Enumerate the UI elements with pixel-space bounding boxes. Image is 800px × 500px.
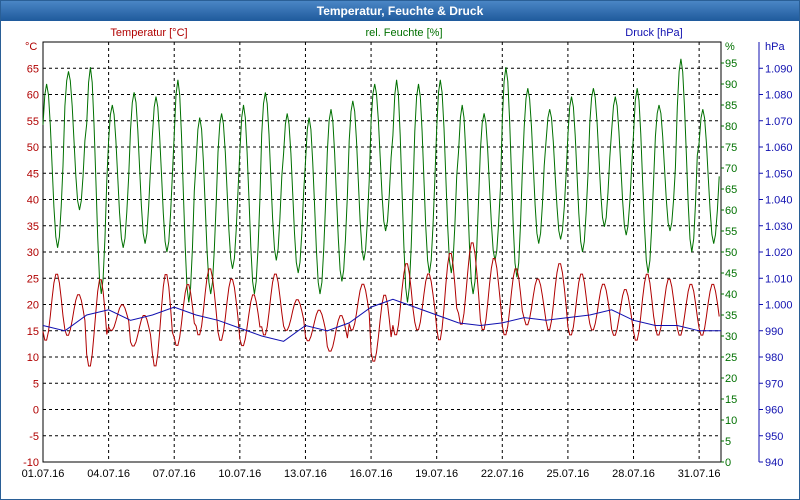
humidity-unit-label: % bbox=[725, 41, 735, 53]
pressure-tick-label: 970 bbox=[765, 378, 783, 390]
humidity-tick-label: 90 bbox=[725, 79, 737, 91]
temperature-tick-label: -10 bbox=[23, 457, 39, 469]
humidity-tick-label: 30 bbox=[725, 331, 737, 343]
temperature-tick-label: 35 bbox=[27, 221, 39, 233]
x-tick-label: 04.07.16 bbox=[87, 468, 130, 480]
x-tick-label: 16.07.16 bbox=[350, 468, 393, 480]
humidity-tick-label: 85 bbox=[725, 100, 737, 112]
temperature-tick-label: 0 bbox=[33, 405, 39, 417]
humidity-tick-label: 35 bbox=[725, 310, 737, 322]
humidity-series-line bbox=[42, 58, 720, 303]
pressure-tick-label: 1.010 bbox=[765, 273, 793, 285]
pressure-tick-label: 1.030 bbox=[765, 221, 793, 233]
humidity-tick-label: 5 bbox=[725, 436, 731, 448]
humidity-tick-label: 60 bbox=[725, 205, 737, 217]
pressure-tick-label: 1.000 bbox=[765, 300, 793, 312]
pressure-tick-label: 950 bbox=[765, 431, 783, 443]
pressure-tick-label: 1.070 bbox=[765, 116, 793, 128]
legend-humidity: rel. Feuchte [%] bbox=[365, 27, 442, 39]
x-tick-label: 28.07.16 bbox=[612, 468, 655, 480]
temperature-tick-label: -5 bbox=[29, 431, 39, 443]
temperature-tick-label: 25 bbox=[27, 273, 39, 285]
x-tick-label: 31.07.16 bbox=[678, 468, 721, 480]
x-tick-label: 13.07.16 bbox=[284, 468, 327, 480]
pressure-tick-label: 1.050 bbox=[765, 168, 793, 180]
pressure-tick-label: 990 bbox=[765, 326, 783, 338]
humidity-tick-label: 55 bbox=[725, 226, 737, 238]
temperature-unit-label: °C bbox=[25, 41, 37, 53]
humidity-tick-label: 75 bbox=[725, 142, 737, 154]
humidity-tick-label: 80 bbox=[725, 121, 737, 133]
temperature-tick-label: 5 bbox=[33, 378, 39, 390]
x-tick-label: 07.07.16 bbox=[153, 468, 196, 480]
pressure-unit-label: hPa bbox=[765, 41, 785, 53]
humidity-tick-label: 70 bbox=[725, 163, 737, 175]
temperature-tick-label: 40 bbox=[27, 195, 39, 207]
x-tick-label: 22.07.16 bbox=[481, 468, 524, 480]
x-tick-label: 19.07.16 bbox=[415, 468, 458, 480]
pressure-tick-label: 940 bbox=[765, 457, 783, 469]
temperature-tick-label: 15 bbox=[27, 326, 39, 338]
humidity-tick-label: 10 bbox=[725, 415, 737, 427]
chart-canvas: °C % hPa Temperatur [°C] rel. Feuchte [%… bbox=[22, 27, 793, 480]
humidity-tick-label: 45 bbox=[725, 268, 737, 280]
temperature-tick-label: 10 bbox=[27, 352, 39, 364]
axis-labels: °C % hPa Temperatur [°C] rel. Feuchte [%… bbox=[25, 27, 785, 53]
pressure-tick-label: 1.080 bbox=[765, 90, 793, 102]
pressure-series-line bbox=[42, 298, 721, 342]
x-tick-label: 25.07.16 bbox=[546, 468, 589, 480]
x-tick-label: 01.07.16 bbox=[22, 468, 65, 480]
pressure-tick-label: 1.090 bbox=[765, 63, 793, 75]
humidity-tick-label: 0 bbox=[725, 457, 731, 469]
temperature-tick-label: 30 bbox=[27, 247, 39, 259]
humidity-tick-label: 50 bbox=[725, 247, 737, 259]
legend-temperature: Temperatur [°C] bbox=[110, 27, 187, 39]
humidity-tick-label: 95 bbox=[725, 58, 737, 70]
pressure-tick-label: 960 bbox=[765, 405, 783, 417]
x-tick-label: 10.07.16 bbox=[218, 468, 261, 480]
window-title: Temperatur, Feuchte & Druck bbox=[1, 1, 799, 21]
humidity-tick-label: 40 bbox=[725, 289, 737, 301]
series-layer bbox=[42, 58, 721, 367]
temperature-tick-label: 55 bbox=[27, 116, 39, 128]
humidity-tick-label: 15 bbox=[725, 394, 737, 406]
humidity-tick-label: 25 bbox=[725, 352, 737, 364]
temperature-tick-label: 45 bbox=[27, 168, 39, 180]
temperature-series-line bbox=[42, 242, 720, 367]
temperature-tick-label: 60 bbox=[27, 90, 39, 102]
temperature-tick-label: 20 bbox=[27, 300, 39, 312]
humidity-tick-label: 20 bbox=[725, 373, 737, 385]
pressure-tick-label: 1.060 bbox=[765, 142, 793, 154]
legend-pressure: Druck [hPa] bbox=[625, 27, 682, 39]
grid-lines bbox=[43, 42, 721, 462]
pressure-tick-label: 980 bbox=[765, 352, 783, 364]
temperature-tick-label: 50 bbox=[27, 142, 39, 154]
pressure-tick-label: 1.020 bbox=[765, 247, 793, 259]
temperature-tick-label: 65 bbox=[27, 63, 39, 75]
pressure-tick-label: 1.040 bbox=[765, 195, 793, 207]
humidity-tick-label: 65 bbox=[725, 184, 737, 196]
